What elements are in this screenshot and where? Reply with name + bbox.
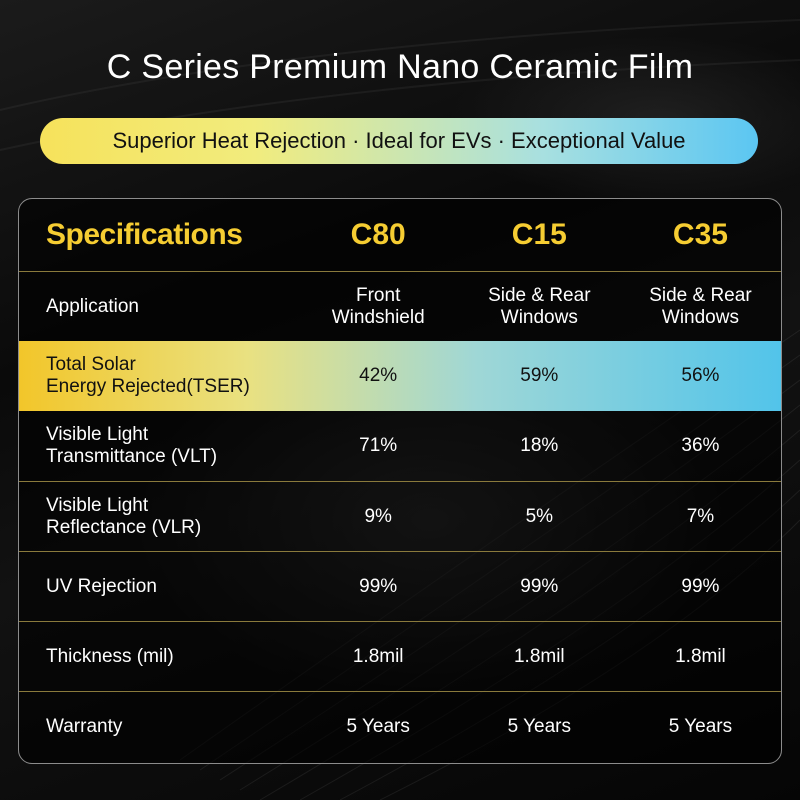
table-row-vlt: Visible Light Transmittance (VLT) 71% 18…: [19, 411, 781, 481]
cell-c80: 42%: [359, 365, 398, 386]
header-c35: C35: [672, 218, 728, 251]
cell-c35: Side & Rear Windows: [649, 285, 752, 328]
cell-c15: 5 Years: [507, 716, 572, 737]
cell-c35: 1.8mil: [675, 646, 726, 667]
table-row-tser: Total Solar Energy Rejected(TSER) 42% 59…: [19, 341, 781, 411]
cell-c35: 99%: [681, 576, 720, 597]
row-label: Visible Light Transmittance (VLT): [46, 424, 218, 467]
cell-c15: 59%: [520, 365, 559, 386]
cell-c15: 1.8mil: [513, 646, 565, 667]
cell-c80: Front Windshield: [331, 285, 425, 328]
header-specifications: Specifications: [46, 218, 243, 251]
table-row-thickness: Thickness (mil) 1.8mil 1.8mil 1.8mil: [19, 621, 781, 692]
cell-c80: 1.8mil: [352, 646, 404, 667]
table-row-uv: UV Rejection 99% 99% 99%: [19, 551, 781, 622]
cell-c80: 5 Years: [346, 716, 410, 737]
cell-c80: 71%: [359, 435, 398, 456]
cell-c15: Side & Rear Windows: [488, 285, 591, 328]
table-row-application: Application Front Windshield Side & Rear…: [19, 271, 781, 342]
spec-table: Specifications C80 C15 C35 Application F…: [18, 198, 782, 764]
cell-c15: 99%: [520, 576, 559, 597]
cell-c15: 18%: [520, 435, 559, 456]
row-label: Visible Light Reflectance (VLR): [46, 495, 202, 538]
table-row-vlr: Visible Light Reflectance (VLR) 9% 5% 7%: [19, 481, 781, 552]
row-label: Total Solar Energy Rejected(TSER): [46, 354, 250, 397]
cell-c35: 56%: [681, 365, 720, 386]
header-c15: C15: [511, 218, 567, 251]
page-title: C Series Premium Nano Ceramic Film: [106, 48, 694, 86]
feature-banner: Superior Heat Rejection · Ideal for EVs …: [40, 118, 758, 164]
row-label: Warranty: [46, 716, 123, 737]
cell-c35: 36%: [681, 435, 720, 456]
cell-c80: 99%: [359, 576, 398, 597]
table-header-row: Specifications C80 C15 C35: [19, 199, 781, 271]
table-row-warranty: Warranty 5 Years 5 Years 5 Years: [19, 691, 781, 762]
row-label: Application: [46, 296, 139, 317]
header-c80: C80: [350, 218, 406, 251]
cell-c80: 9%: [364, 506, 392, 527]
cell-c15: 5%: [525, 506, 554, 527]
cell-c35: 5 Years: [668, 716, 733, 737]
cell-c35: 7%: [686, 506, 715, 527]
row-label: UV Rejection: [46, 576, 157, 597]
row-label: Thickness (mil): [46, 646, 174, 667]
